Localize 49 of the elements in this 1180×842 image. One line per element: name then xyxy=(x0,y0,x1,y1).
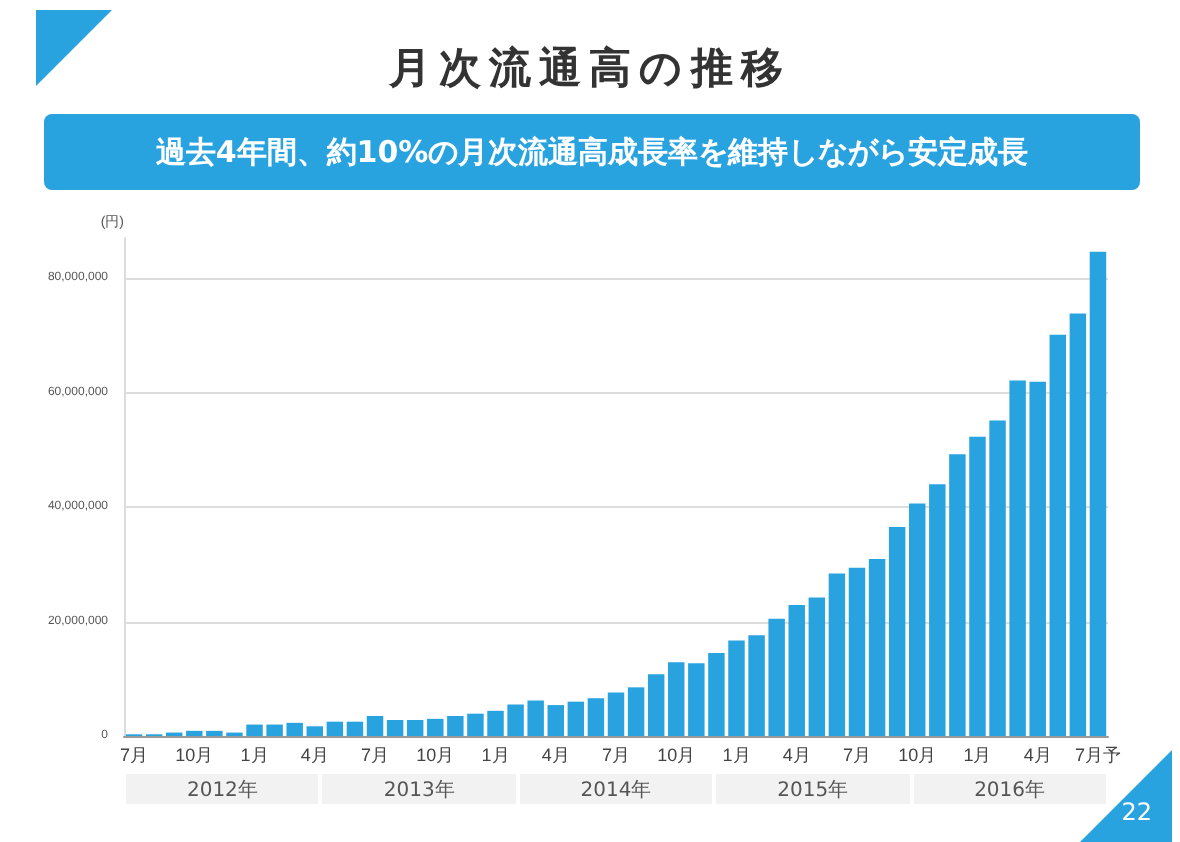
bar xyxy=(848,567,866,736)
text: 2012年 xyxy=(124,772,321,806)
bar xyxy=(1069,313,1087,736)
x-tick-label: 7月予 xyxy=(1074,745,1121,765)
x-tick-label: 7月 xyxy=(842,745,871,765)
x-tick-label: 10月 xyxy=(175,745,214,765)
bar xyxy=(1049,334,1067,736)
bar xyxy=(668,662,685,736)
bar xyxy=(788,604,805,736)
text: 2016年 xyxy=(911,772,1108,806)
bar xyxy=(908,503,926,736)
x-tick-label: 7月 xyxy=(601,745,631,765)
bar xyxy=(647,674,665,736)
bar xyxy=(627,687,645,736)
x-tick-label: 4月 xyxy=(1023,745,1052,765)
x-tick-label: 7月 xyxy=(120,745,149,765)
bar xyxy=(406,719,424,736)
text: 2013年 xyxy=(320,772,518,806)
chart-subtitle: 過去4年間、約10%の月次流通高成長率を維持しながら安定成長 xyxy=(44,114,1140,190)
bar xyxy=(427,718,444,736)
x-tick-label: 1月 xyxy=(722,745,751,765)
text: 2014年 xyxy=(517,772,715,806)
x-tick-label: 10月 xyxy=(898,745,937,765)
x-tick-label: 7月 xyxy=(361,745,390,765)
bar xyxy=(326,721,344,736)
x-tick-label: 4月 xyxy=(300,745,329,765)
bar xyxy=(547,705,564,736)
bar xyxy=(386,719,404,736)
bar xyxy=(346,721,364,736)
x-tick-label: 4月 xyxy=(541,745,570,765)
bar xyxy=(888,527,906,736)
chart-title: 月次流通高の推移 xyxy=(387,42,793,96)
bar xyxy=(828,573,846,736)
x-tick-label: 1月 xyxy=(963,745,992,765)
bar xyxy=(1089,251,1107,736)
bar xyxy=(306,726,324,736)
x-tick-label: 4月 xyxy=(782,745,811,765)
x-tick-label: 10月 xyxy=(657,745,696,765)
bar xyxy=(366,715,384,736)
x-tick-label: 1月 xyxy=(240,745,269,765)
text: 2015年 xyxy=(714,772,912,806)
x-tick-label: 1月 xyxy=(481,745,510,765)
bar xyxy=(607,692,625,736)
text: 22 xyxy=(1119,798,1152,826)
bar xyxy=(868,559,886,736)
bar xyxy=(587,698,605,736)
x-tick-label: 10月 xyxy=(416,745,455,765)
bar xyxy=(567,701,585,736)
bar xyxy=(808,597,826,736)
